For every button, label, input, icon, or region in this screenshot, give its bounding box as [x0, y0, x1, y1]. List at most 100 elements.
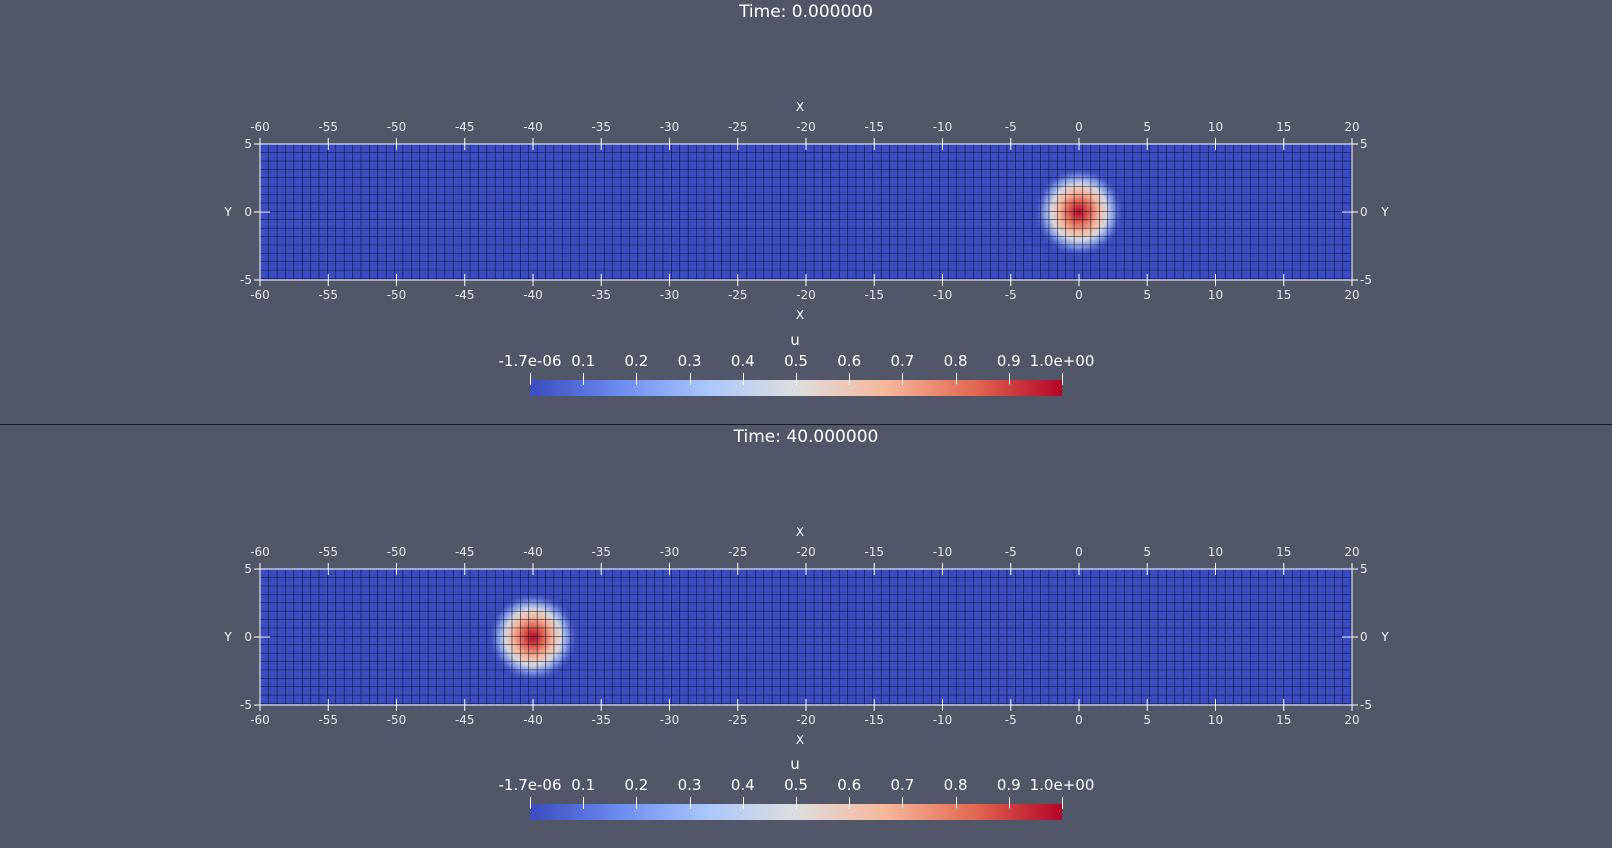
x-tick-label-top: -50	[387, 545, 407, 559]
x-tick-label-bottom: -35	[591, 288, 611, 302]
colorbar-tick	[1008, 797, 1010, 809]
x-tick-label-top: -5	[1005, 545, 1017, 559]
x-tick-label-bottom: -10	[933, 288, 953, 302]
colorbar-tick-label: 0.9	[996, 352, 1021, 370]
x-tick-label-bottom: 10	[1208, 288, 1223, 302]
colorbar-tick-label: -1.7e-06	[498, 352, 562, 370]
x-tick-label-bottom: -15	[864, 713, 884, 727]
x-tick-label-bottom: -30	[660, 713, 680, 727]
x-axis-title-bottom: X	[796, 733, 804, 747]
y-tick-label-right: 0	[1360, 205, 1368, 219]
x-tick-label-bottom: 0	[1075, 713, 1083, 727]
x-tick-label-top: -40	[523, 545, 543, 559]
colorbar-tick	[583, 373, 585, 385]
x-tick-label-bottom: -15	[864, 288, 884, 302]
colorbar-tick-label: 0.2	[624, 776, 649, 794]
y-tick-label-right: -5	[1360, 273, 1372, 287]
colorbar-title: u	[790, 755, 800, 773]
x-tick-label-bottom: 0	[1075, 288, 1083, 302]
colorbar-tick-label: 1.0e+00	[1029, 352, 1095, 370]
colorbar-tick-label: -1.7e-06	[498, 776, 562, 794]
x-tick-label-bottom: -60	[250, 713, 270, 727]
colorbar-tick	[955, 373, 957, 385]
x-tick-label-bottom: -40	[523, 288, 543, 302]
colorbar-tick-label: 0.2	[624, 352, 649, 370]
colorbar-tick	[742, 797, 744, 809]
x-tick-label-top: -25	[728, 120, 748, 134]
x-tick-label-top: 5	[1143, 120, 1151, 134]
y-axis-title-right: Y	[1380, 630, 1389, 644]
colorbar-tick	[1008, 373, 1010, 385]
render-view-top[interactable]: Time: 0.000000 -60 -60 -55 -55 -50 -50 -45 -45-…	[0, 0, 1612, 424]
x-tick-label-bottom: -40	[523, 713, 543, 727]
x-tick-label-top: -5	[1005, 120, 1017, 134]
colorbar-tick	[796, 373, 797, 385]
x-tick-label-bottom: 5	[1143, 713, 1151, 727]
x-tick-label-bottom: -20	[796, 713, 816, 727]
x-tick-label-bottom: -60	[250, 288, 270, 302]
x-tick-label-top: 10	[1208, 545, 1223, 559]
colorbar-tick	[1062, 797, 1063, 809]
colorbar-tick-label: 0.4	[730, 352, 755, 370]
y-axis-title-left: Y	[223, 205, 232, 219]
x-tick-label-top: -10	[933, 120, 953, 134]
y-tick-label-left: 0	[244, 205, 252, 219]
colorbar-tick	[742, 373, 744, 385]
time-annotation: Time: 0.000000	[739, 2, 873, 22]
x-tick-label-bottom: -30	[660, 288, 680, 302]
y-tick-label-left: 0	[244, 630, 252, 644]
x-tick-label-bottom: -50	[387, 288, 407, 302]
x-tick-label-bottom: -50	[387, 713, 407, 727]
x-tick-label-top: -15	[864, 545, 884, 559]
colorbar-tick	[796, 797, 797, 809]
colorbar-tick-label: 0.3	[677, 776, 702, 794]
colorbar[interactable]	[530, 380, 1062, 396]
x-tick-label-bottom: 10	[1208, 713, 1223, 727]
colorbar-tick	[955, 797, 957, 809]
x-tick-label-top: 10	[1208, 120, 1223, 134]
x-tick-label-bottom: 20	[1344, 713, 1359, 727]
x-tick-label-top: 5	[1143, 545, 1151, 559]
x-tick-label-bottom: -25	[728, 713, 748, 727]
y-tick-label-right: 0	[1360, 630, 1368, 644]
colorbar-tick	[636, 373, 638, 385]
colorbar-tick	[1062, 373, 1063, 385]
colorbar-tick	[849, 373, 851, 385]
x-tick-label-bottom: -55	[318, 713, 338, 727]
colorbar-tick-label: 1.0e+00	[1029, 776, 1095, 794]
x-tick-label-top: -45	[455, 545, 475, 559]
colorbar-tick	[530, 797, 531, 809]
colorbar-tick-label: 0.9	[996, 776, 1021, 794]
mesh-grid	[260, 569, 1352, 705]
x-tick-label-top: -10	[933, 545, 953, 559]
mesh-plot[interactable]: -60-60-55-55-50-50-45-45-40-40-35-35-30-…	[0, 0, 1612, 424]
x-tick-label-top: -20	[796, 545, 816, 559]
x-tick-label-top: -30	[660, 120, 680, 134]
x-tick-label-top: -60	[250, 545, 270, 559]
colorbar-tick-label: 0.5	[784, 776, 808, 794]
x-tick-label-bottom: -45	[455, 713, 475, 727]
x-tick-label-bottom: -45	[455, 288, 475, 302]
x-tick-label-top: -50	[387, 120, 407, 134]
x-axis-title-bottom: X	[796, 308, 804, 322]
x-tick-label-bottom: -55	[318, 288, 338, 302]
colorbar-tick-label: 0.4	[730, 776, 755, 794]
x-tick-label-top: -35	[591, 120, 611, 134]
render-view-bottom[interactable]: Time: 40.000000 -60 -60 -55 -55 -50 -50 -45 -45…	[0, 425, 1612, 848]
time-annotation: Time: 40.000000	[733, 427, 879, 447]
colorbar[interactable]	[530, 804, 1062, 820]
x-tick-label-top: 15	[1276, 545, 1291, 559]
x-tick-label-top: 0	[1075, 545, 1083, 559]
x-tick-label-top: -30	[660, 545, 680, 559]
colorbar-tick	[689, 373, 691, 385]
mesh-plot[interactable]: -60-60-55-55-50-50-45-45-40-40-35-35-30-…	[0, 425, 1612, 848]
viewport-divider[interactable]	[0, 424, 1612, 425]
x-tick-label-top: 0	[1075, 120, 1083, 134]
x-tick-label-top: 20	[1344, 545, 1359, 559]
colorbar-tick	[849, 797, 851, 809]
x-tick-label-bottom: -20	[796, 288, 816, 302]
x-axis-title-top: X	[796, 525, 804, 539]
x-tick-label-top: -45	[455, 120, 475, 134]
x-tick-label-top: -15	[864, 120, 884, 134]
colorbar-tick-label: 0.7	[890, 352, 915, 370]
